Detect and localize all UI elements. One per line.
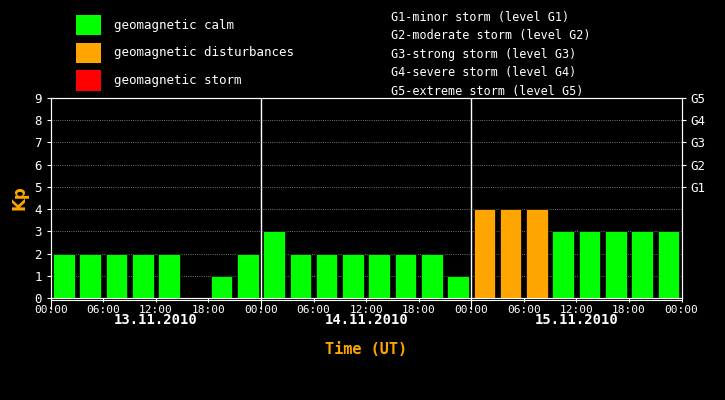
Bar [53, 254, 75, 298]
FancyBboxPatch shape [76, 43, 102, 63]
Bar [447, 276, 469, 298]
FancyBboxPatch shape [76, 70, 102, 91]
Text: geomagnetic storm: geomagnetic storm [114, 74, 241, 87]
Bar [526, 209, 547, 298]
Text: 14.11.2010: 14.11.2010 [324, 312, 408, 326]
Bar [395, 254, 416, 298]
Bar [342, 254, 364, 298]
Bar [473, 209, 495, 298]
Text: geomagnetic calm: geomagnetic calm [114, 19, 234, 32]
Bar [500, 209, 521, 298]
Bar [290, 254, 311, 298]
Bar [316, 254, 337, 298]
Bar [605, 231, 626, 298]
Bar [263, 231, 285, 298]
Bar [80, 254, 101, 298]
Bar [132, 254, 154, 298]
Bar [421, 254, 442, 298]
Bar [579, 231, 600, 298]
Bar [237, 254, 259, 298]
Text: 15.11.2010: 15.11.2010 [534, 312, 618, 326]
Bar [631, 231, 652, 298]
Bar [158, 254, 180, 298]
Bar [211, 276, 232, 298]
Bar [368, 254, 390, 298]
Bar [552, 231, 574, 298]
Bar [106, 254, 127, 298]
Text: geomagnetic disturbances: geomagnetic disturbances [114, 46, 294, 60]
Y-axis label: Kp: Kp [11, 186, 29, 210]
Text: G1-minor storm (level G1)
G2-moderate storm (level G2)
G3-strong storm (level G3: G1-minor storm (level G1) G2-moderate st… [392, 11, 591, 98]
Text: 13.11.2010: 13.11.2010 [114, 312, 198, 326]
Text: Time (UT): Time (UT) [325, 342, 407, 358]
FancyBboxPatch shape [76, 15, 102, 36]
Bar [658, 231, 679, 298]
